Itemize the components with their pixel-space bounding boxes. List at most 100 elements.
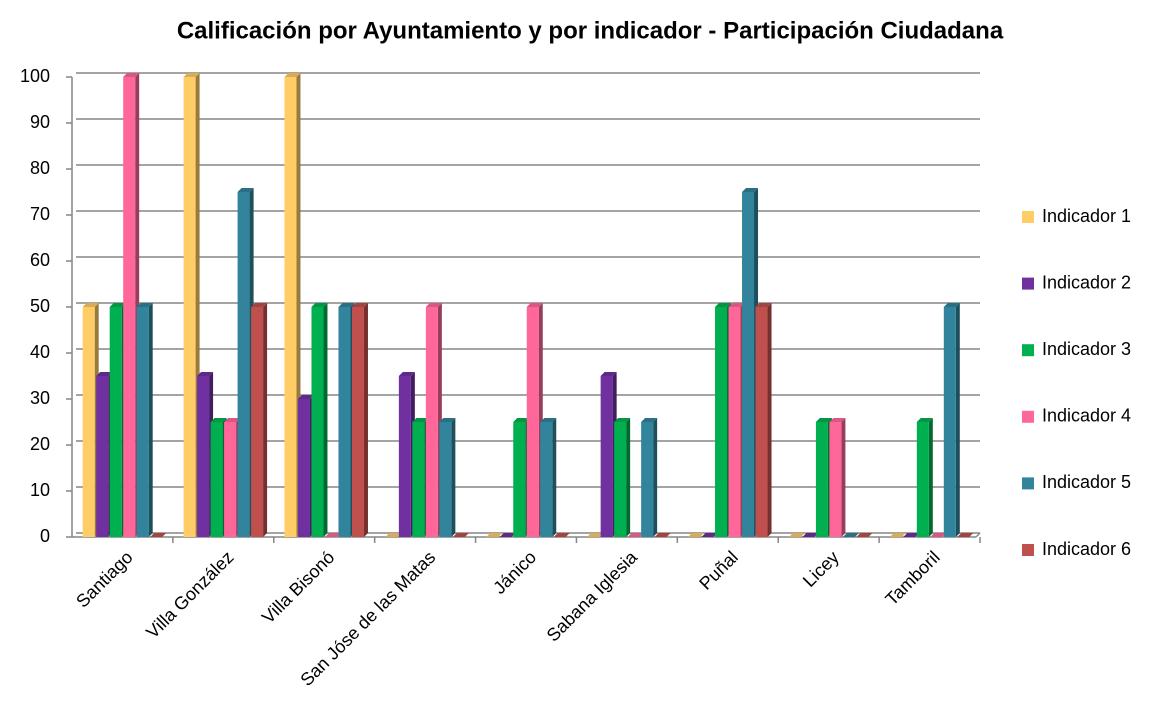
y-tick-label: 80 [30,158,50,178]
bar-top [210,418,227,422]
bar [311,307,324,537]
bar-side [626,418,631,537]
y-tick-label: 40 [30,342,50,362]
bar [425,307,438,537]
bar [641,422,654,537]
bar-top [96,372,113,376]
bar-top [627,533,644,537]
bar [136,307,149,537]
bar-side [955,303,960,537]
bar-top [425,303,442,307]
x-tick-label: Santiago [72,547,136,611]
bar-top [251,303,268,307]
bar-top [183,73,200,77]
bar [412,422,425,537]
bar-top [486,533,503,537]
bar-top [540,418,557,422]
bar-top [398,372,415,376]
bar [815,422,828,537]
x-tick-label: Puñal [695,547,742,594]
bar [284,77,297,537]
bar-top [452,533,469,537]
legend-swatch [1022,410,1034,423]
bar [742,192,755,537]
y-tick-label: 30 [30,388,50,408]
bar [297,399,310,537]
bar-top [742,188,759,192]
y-tick-label: 0 [40,526,50,546]
bar [526,307,539,537]
x-tick-label: Jánico [489,547,540,598]
bar-top [715,303,732,307]
bar-top [842,533,859,537]
bar-side [653,418,658,537]
bar-top [728,303,745,307]
legend-swatch [1022,344,1034,357]
bar-side [148,303,153,537]
bar [943,307,956,537]
bar-top [82,303,99,307]
bar-top [109,303,126,307]
y-tick-label: 90 [30,112,50,132]
bar-top [755,303,772,307]
bar-top [943,303,960,307]
bar [715,307,728,537]
bar-top [889,533,906,537]
bar [829,422,842,537]
bar-top [297,395,314,399]
bar-top [311,303,328,307]
legend-label: Indicador 2 [1042,272,1131,292]
bar-top [903,533,920,537]
bar [600,376,613,537]
bar [728,307,741,537]
bar-top [499,533,516,537]
bar [614,422,627,537]
bar [183,77,196,537]
x-tick-label: Villa Bisonó [258,547,338,627]
legend-label: Indicador 3 [1042,339,1131,359]
bar [109,307,122,537]
y-tick-label: 10 [30,480,50,500]
bar [197,376,210,537]
bar-top [587,533,604,537]
legend-label: Indicador 5 [1042,472,1131,492]
legend-swatch [1022,277,1034,290]
x-tick-label: Villa González [142,547,237,642]
bar-side [263,303,268,537]
bar-top [815,418,832,422]
y-tick-label: 60 [30,250,50,270]
x-tick-label: Licey [799,547,843,591]
bar [513,422,526,537]
bar [224,422,237,537]
bar-top [439,418,456,422]
bar [96,376,109,537]
bar-top [829,418,846,422]
bar-top [338,303,355,307]
bar [338,307,351,537]
floor-edge [975,532,981,538]
bar-top [802,533,819,537]
bar-top [513,418,530,422]
bar-side [841,418,846,537]
y-tick-label: 70 [30,204,50,224]
bar [210,422,223,537]
chart-title: Calificación por Ayuntamiento y por indi… [177,17,1004,44]
bar-top [412,418,429,422]
bar-top [553,533,570,537]
bar-top [930,533,947,537]
y-tick-label: 50 [30,296,50,316]
bar-top [526,303,543,307]
bar-top [688,533,705,537]
bar [123,77,136,537]
bar-top [614,418,631,422]
legend-label: Indicador 6 [1042,539,1131,559]
bar-top [284,73,301,77]
bar [398,376,411,537]
legend-label: Indicador 1 [1042,206,1131,226]
bar-side [451,418,456,537]
bar-top [224,418,241,422]
bar-top [856,533,873,537]
x-tick-label: Tamboril [881,547,943,609]
legend-swatch [1022,477,1034,490]
bar-top [237,188,254,192]
